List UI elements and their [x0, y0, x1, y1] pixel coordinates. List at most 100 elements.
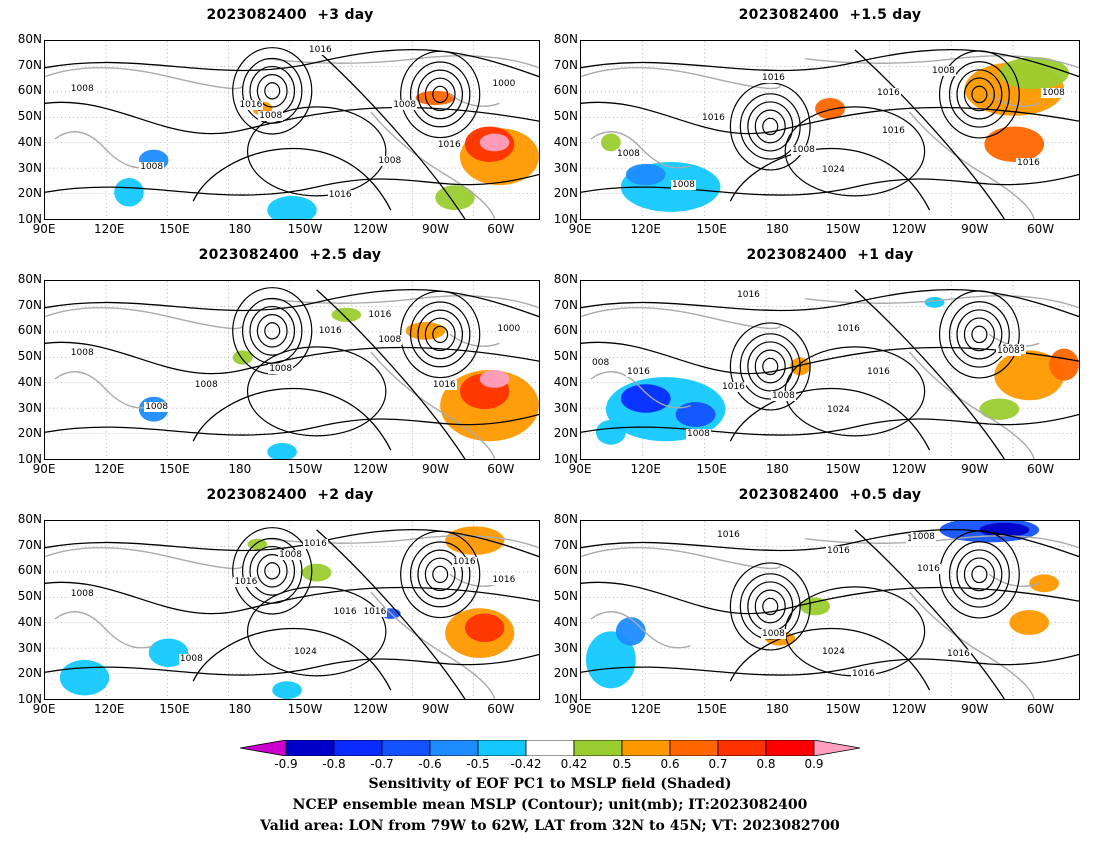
longitude-tick-label: 150W [287, 222, 323, 236]
coastline [45, 535, 539, 699]
longitude-tick-label: 150E [159, 462, 190, 476]
contour-label: 1008 [69, 84, 95, 95]
footer-line-1: Sensitivity of EOF PC1 to MSLP field (Sh… [368, 776, 732, 792]
low-pressure-center [963, 317, 995, 352]
longitude-tick-label: 120W [891, 702, 927, 716]
isobar-contour [45, 413, 539, 436]
shaded-region [267, 442, 297, 459]
shaded-region [815, 97, 845, 120]
latitude-tick-label: 20N [17, 666, 42, 681]
low-pressure-center [762, 357, 779, 376]
contour-label: 1000 [496, 324, 522, 335]
isobar-contour [854, 529, 1005, 699]
contour-label: 1016 [721, 381, 746, 392]
isobar-contour [316, 49, 466, 219]
longitude-tick-label: 180 [765, 222, 789, 236]
latitude-tick-label: 80N [553, 32, 578, 46]
low-pressure-center [754, 589, 786, 624]
latitude-tick-label: 60N [553, 323, 578, 338]
contour-label: 1016 [1016, 158, 1041, 168]
colorbar-tick-label: -0.6 [418, 757, 442, 771]
contour-label: 1016 [436, 140, 462, 150]
contour-label: 1008 [686, 428, 711, 439]
longitude-tick-label: 150W [287, 462, 323, 476]
low-pressure-center [256, 554, 288, 588]
low-pressure-center [948, 541, 1010, 608]
contour-label: 1016 [367, 309, 393, 320]
shaded-region [600, 133, 621, 152]
low-pressure-center [417, 309, 464, 360]
contour-label: 1016 [716, 530, 741, 540]
shaded-region [445, 526, 505, 555]
latitude-tick-label: 40N [17, 374, 42, 389]
isobar-contour [581, 341, 1079, 375]
coastline [581, 295, 1079, 459]
longitude-tick-label: 120W [352, 702, 388, 716]
low-pressure-center [424, 557, 456, 592]
shaded-region [800, 597, 830, 616]
isobar-contour [45, 173, 539, 196]
shaded-region [585, 631, 636, 689]
latitude-tick-label: 20N [553, 426, 578, 441]
shaded-region [331, 307, 362, 322]
latitude-tick-label: 40N [553, 374, 578, 389]
latitude-tick-label: 20N [553, 186, 578, 201]
contour-label: 1016 [761, 73, 786, 84]
longitude-tick-label: 90W [961, 222, 989, 236]
coastline [45, 55, 539, 219]
shaded-region [1029, 574, 1060, 593]
colorbar-tick-label: 0.42 [560, 757, 588, 771]
low-pressure-center [971, 565, 988, 584]
shaded-region [114, 178, 144, 207]
low-pressure-center [242, 297, 303, 364]
latitude-tick-label: 30N [17, 640, 42, 655]
low-pressure-center [400, 290, 481, 379]
low-pressure-center [963, 77, 995, 112]
high-pressure-contour [246, 586, 387, 677]
high-pressure-contour [246, 106, 387, 197]
contour-label: 1016 [866, 367, 891, 378]
contour-label: 1008 [258, 111, 284, 122]
longitude-tick-label: 120E [94, 462, 125, 476]
contour-label: 1016 [626, 367, 651, 378]
longitude-tick-label: 120E [94, 702, 125, 716]
low-pressure-center [938, 50, 1020, 139]
shaded-region [464, 613, 505, 643]
longitude-tick-label: 120E [630, 702, 662, 716]
contour-label: 1008 [1041, 87, 1066, 98]
shaded-region [1009, 610, 1050, 635]
latitude-tick-label: 20N [17, 426, 42, 441]
longitude-tick-label: 150E [696, 462, 727, 476]
contour-label: 1008 [69, 347, 95, 358]
low-pressure-center [754, 109, 786, 144]
low-pressure-center [242, 537, 303, 604]
low-pressure-center [948, 301, 1010, 368]
longitude-tick-label: 90W [422, 462, 450, 476]
latitude-tick-label: 80N [553, 272, 578, 286]
low-pressure-center [754, 349, 786, 384]
latitude-tick-label: 70N [17, 297, 42, 312]
isobar-contour [729, 627, 931, 691]
contour-label: 1000 [491, 78, 517, 89]
isobar-contour [581, 101, 1079, 135]
latitude-tick-label: 10N [553, 212, 578, 226]
high-pressure-contour [246, 346, 387, 437]
low-pressure-center [729, 322, 811, 411]
isobar-contour [45, 101, 539, 135]
longitude-tick-label: 120W [891, 462, 927, 476]
low-pressure-center [424, 317, 456, 352]
map-panel: 1016 1008 1016 1016 1016 1008 1008 1024 1008 1008… [580, 40, 1080, 220]
shaded-region [272, 681, 302, 699]
isobar-contour [581, 653, 1079, 676]
low-pressure-center [264, 82, 281, 100]
contour-label: 1016 [307, 44, 333, 55]
panel-title: 2023082400 +1.5 day [738, 7, 922, 23]
latitude-tick-label: 80N [17, 512, 42, 526]
map-canvas [45, 281, 539, 459]
low-pressure-center [432, 85, 449, 104]
coastline [581, 535, 1079, 699]
isobar-contour [316, 289, 466, 459]
latitude-tick-label: 10N [17, 212, 42, 226]
latitude-tick-label: 20N [17, 186, 42, 201]
shaded-region [267, 195, 317, 219]
